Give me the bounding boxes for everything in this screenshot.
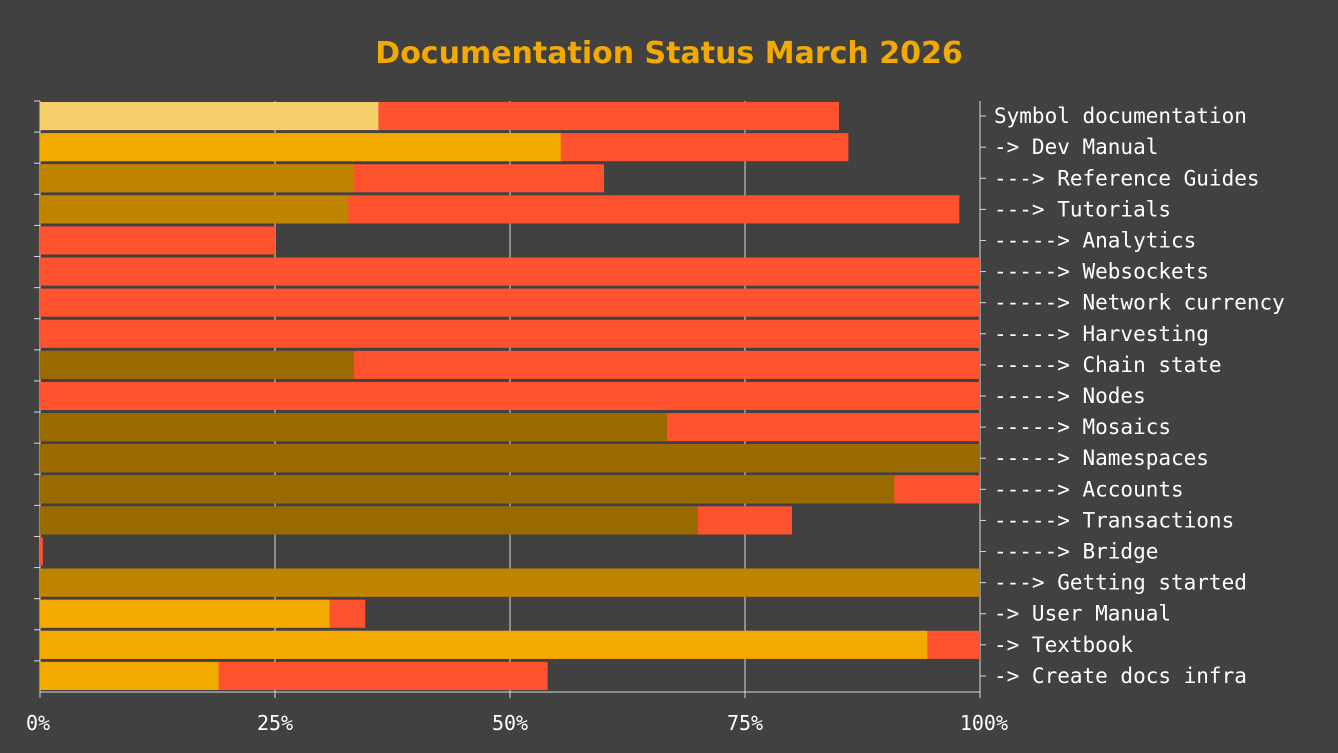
category-label: -> Dev Manual [994, 135, 1158, 159]
bar-remaining [40, 257, 980, 286]
category-label: ---> Getting started [994, 571, 1247, 595]
bar-remaining [40, 288, 980, 317]
bar-done [40, 599, 330, 628]
category-label: -----> Accounts [994, 477, 1184, 501]
category-label: -----> Transactions [994, 508, 1234, 532]
bar-done [40, 661, 219, 690]
category-label: -----> Harvesting [994, 322, 1209, 346]
category-label: Symbol documentation [994, 104, 1247, 128]
category-label: -----> Network currency [994, 291, 1285, 315]
bar-done [40, 568, 980, 597]
category-label: -> Textbook [994, 633, 1133, 657]
bar-done [40, 102, 379, 131]
category-label: -----> Nodes [994, 384, 1146, 408]
bar-done [40, 413, 667, 442]
bar-done [40, 444, 980, 473]
x-tick-label: 25% [257, 711, 293, 735]
category-label: ---> Tutorials [994, 197, 1171, 221]
bar-remaining [40, 537, 43, 566]
category-label: -----> Chain state [994, 353, 1222, 377]
category-label: -> User Manual [994, 602, 1171, 626]
category-label: -----> Namespaces [994, 446, 1209, 470]
bar-done [40, 350, 354, 379]
chart-title: Documentation Status March 2026 [375, 36, 963, 71]
bar-done [40, 164, 354, 193]
category-label: -----> Analytics [994, 228, 1196, 252]
x-tick-label: 75% [727, 711, 763, 735]
x-tick-label: 0% [26, 711, 50, 735]
x-tick-label: 100% [960, 711, 1008, 735]
category-label: -----> Websockets [994, 260, 1209, 284]
category-label: -----> Bridge [994, 540, 1158, 564]
bar-done [40, 133, 561, 162]
category-label: ---> Reference Guides [994, 166, 1260, 190]
category-label: -> Create docs infra [994, 664, 1247, 688]
bar-done [40, 506, 698, 535]
bar-remaining [40, 319, 980, 348]
x-tick-label: 50% [492, 711, 528, 735]
bar-remaining [40, 381, 980, 411]
bar-remaining [40, 226, 275, 255]
bar-done [40, 195, 349, 224]
category-label: -----> Mosaics [994, 415, 1171, 439]
bar-done [40, 630, 928, 659]
bar-done [40, 475, 895, 504]
